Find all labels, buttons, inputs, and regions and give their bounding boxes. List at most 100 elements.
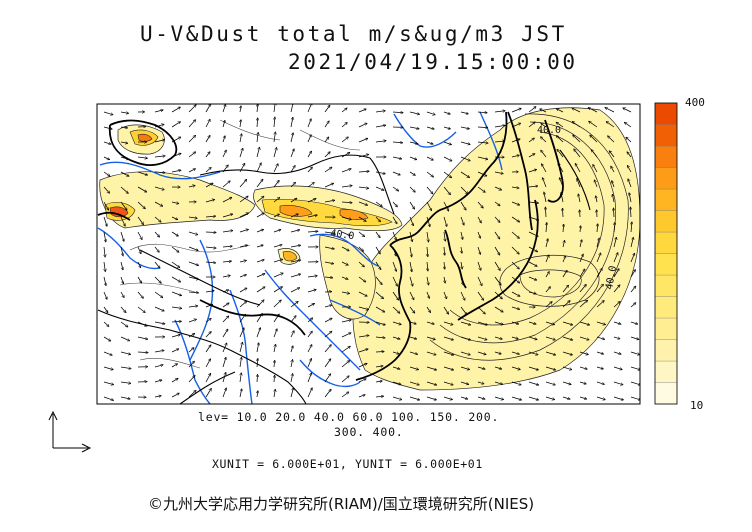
wind-arrow <box>154 124 164 128</box>
wind-arrow <box>613 285 620 293</box>
wind-arrow <box>375 337 385 338</box>
wind-arrow <box>341 137 348 143</box>
wind-arrow <box>543 178 547 188</box>
wind-arrow <box>341 261 348 265</box>
wind-arrow <box>188 169 195 173</box>
wind-arrow <box>375 125 386 128</box>
map-frame <box>96 103 641 405</box>
map-title: U-V&Dust total m/s&ug/m3 JST <box>140 22 567 46</box>
colorbar-band <box>654 167 678 190</box>
wind-arrow <box>154 140 165 143</box>
wind-arrow <box>358 363 367 368</box>
wind-arrow <box>443 171 452 178</box>
wind-arrow <box>103 381 114 385</box>
wind-arrow <box>154 291 163 298</box>
wind-arrow <box>290 260 301 263</box>
wind-arrow <box>103 186 110 193</box>
wind-arrow <box>630 238 633 248</box>
wind-arrow <box>375 291 383 299</box>
wind-arrow <box>256 343 259 353</box>
wind-arrow <box>188 152 196 158</box>
wind-arrow <box>375 306 385 312</box>
wind-arrow <box>154 261 160 268</box>
wind-arrow <box>528 321 536 324</box>
wind-arrow <box>358 306 368 310</box>
wind-arrow <box>528 154 535 158</box>
wind-arrow <box>120 276 123 284</box>
wind-arrow <box>562 336 573 340</box>
wind-arrow <box>222 214 233 218</box>
wind-arrow <box>574 149 581 158</box>
wind-arrow <box>324 121 329 128</box>
wind-arrow <box>494 231 500 239</box>
wind-arrow <box>274 361 275 368</box>
wind-arrow <box>443 141 451 145</box>
wind-arrow <box>324 305 332 308</box>
wind-arrow <box>409 231 412 242</box>
wind-arrow <box>477 321 487 325</box>
wind-arrow <box>528 216 539 220</box>
wind-arrow <box>477 366 485 369</box>
wind-arrow <box>307 318 313 323</box>
wind-arrow <box>613 396 623 400</box>
wind-arrow <box>205 359 211 368</box>
wind-arrow <box>205 291 214 292</box>
wind-arrow <box>341 376 349 383</box>
wind-arrow <box>307 199 316 203</box>
wind-arrow <box>324 152 330 158</box>
wind-arrow <box>205 304 213 308</box>
wind-arrow <box>222 136 225 143</box>
wind-arrow <box>630 351 640 355</box>
wind-arrow <box>341 292 349 294</box>
wind-arrow <box>409 321 416 324</box>
wind-arrow <box>290 301 298 308</box>
wind-arrow <box>375 201 382 206</box>
wind-arrow <box>324 374 331 383</box>
wind-arrow <box>307 388 312 398</box>
wind-arrow <box>274 344 276 353</box>
wind-arrow <box>591 150 598 158</box>
wind-arrow <box>171 393 179 398</box>
wind-arrow <box>392 276 397 286</box>
wind-arrow <box>171 170 181 173</box>
wind-arrow <box>477 336 487 340</box>
wind-arrow <box>240 373 241 383</box>
wind-arrow <box>528 261 537 266</box>
wind-arrow <box>290 388 293 398</box>
wind-arrow <box>392 306 400 313</box>
wind-arrow <box>205 136 210 143</box>
wind-arrow <box>606 122 615 128</box>
wind-arrow <box>273 259 283 263</box>
wind-arrow <box>120 186 128 193</box>
wind-arrow <box>256 287 265 293</box>
wind-arrow <box>460 171 469 177</box>
wind-arrow <box>461 261 462 269</box>
wind-arrow <box>290 374 293 383</box>
wind-arrow <box>341 346 350 353</box>
wind-arrow <box>443 111 450 114</box>
wind-arrow <box>614 208 615 218</box>
wind-arrow <box>528 107 536 113</box>
wind-arrow <box>256 300 264 308</box>
wind-arrow <box>426 306 431 312</box>
wind-arrow <box>579 300 588 308</box>
wind-arrow <box>580 226 581 233</box>
wind-arrow <box>477 216 481 223</box>
wind-arrow <box>444 231 445 241</box>
wind-arrow <box>307 151 312 158</box>
wind-arrow <box>324 137 329 143</box>
wind-arrow <box>171 137 181 143</box>
wind-arrow <box>290 331 294 338</box>
wind-arrow <box>494 261 500 270</box>
wind-arrow <box>120 366 131 369</box>
wind-arrow <box>460 321 471 325</box>
wind-arrow <box>511 396 521 400</box>
wind-arrow <box>274 375 275 383</box>
wind-arrow <box>307 373 312 383</box>
wind-arrow <box>562 256 566 263</box>
wind-arrow <box>426 231 429 242</box>
wind-arrow <box>222 197 232 203</box>
wind-arrow <box>256 260 264 263</box>
wind-arrow <box>273 245 282 248</box>
wind-arrow <box>188 361 194 368</box>
